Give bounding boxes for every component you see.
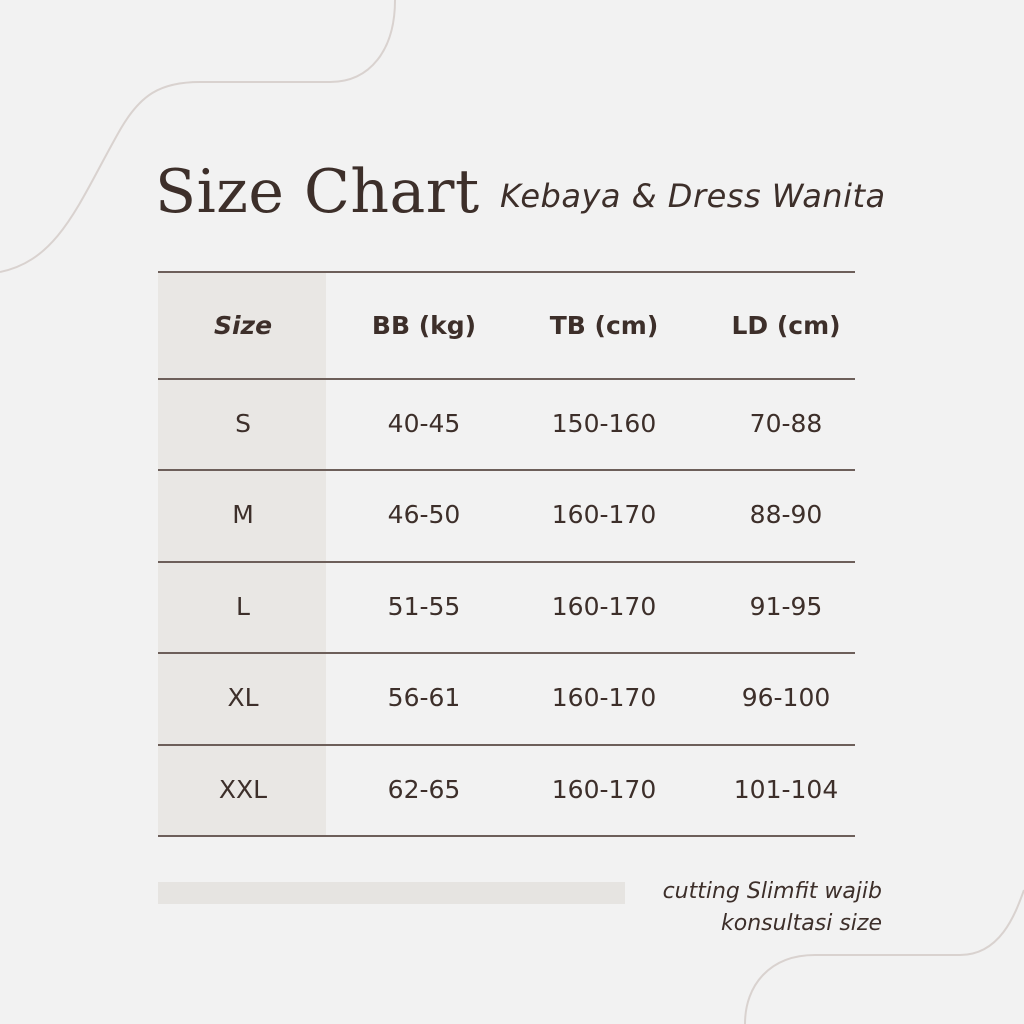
cell-size: XL <box>227 683 259 712</box>
cell-ld: 91-95 <box>749 591 823 621</box>
cell-size: S <box>235 408 251 438</box>
table-rule <box>158 835 855 837</box>
top-left-curve <box>0 0 396 273</box>
note-line-1: cutting Slimfit wajib <box>662 879 882 904</box>
table-rule <box>158 469 855 471</box>
page-subtitle: Kebaya & Dress Wanita <box>500 177 886 215</box>
cell-bb: 51-55 <box>387 591 461 621</box>
cell-tb: 150-160 <box>551 408 657 438</box>
header-bb: BB (kg) <box>371 311 477 340</box>
table-rule <box>158 744 855 746</box>
cell-tb: 160-170 <box>551 591 657 621</box>
cell-ld: 88-90 <box>749 500 823 529</box>
cell-bb: 40-45 <box>387 408 461 438</box>
bottom-right-curve <box>744 889 1024 1024</box>
cell-tb: 160-170 <box>551 774 657 804</box>
cell-size: M <box>232 500 254 529</box>
cell-bb: 46-50 <box>387 500 461 529</box>
header-ld: LD (cm) <box>731 311 841 340</box>
cell-tb: 160-170 <box>551 500 657 529</box>
note: cutting Slimfit wajib konsultasi size <box>663 876 882 940</box>
header-tb: TB (cm) <box>549 311 659 340</box>
cell-size: L <box>236 591 250 621</box>
note-line-2: konsultasi size <box>721 911 882 936</box>
table-rule <box>158 561 855 563</box>
table-rule <box>158 652 855 654</box>
cell-ld: 96-100 <box>741 683 831 712</box>
cell-tb: 160-170 <box>551 683 657 712</box>
table-rule <box>158 271 855 273</box>
page-title: Size Chart <box>155 157 480 227</box>
header-size: Size <box>213 311 273 340</box>
cell-bb: 62-65 <box>387 774 461 804</box>
cell-ld: 70-88 <box>749 408 823 438</box>
size-column-background <box>158 271 326 835</box>
decorative-bar <box>158 882 625 904</box>
cell-size: XXL <box>218 774 268 804</box>
cell-ld: 101-104 <box>733 774 839 804</box>
cell-bb: 56-61 <box>387 683 461 712</box>
table-rule <box>158 378 855 380</box>
